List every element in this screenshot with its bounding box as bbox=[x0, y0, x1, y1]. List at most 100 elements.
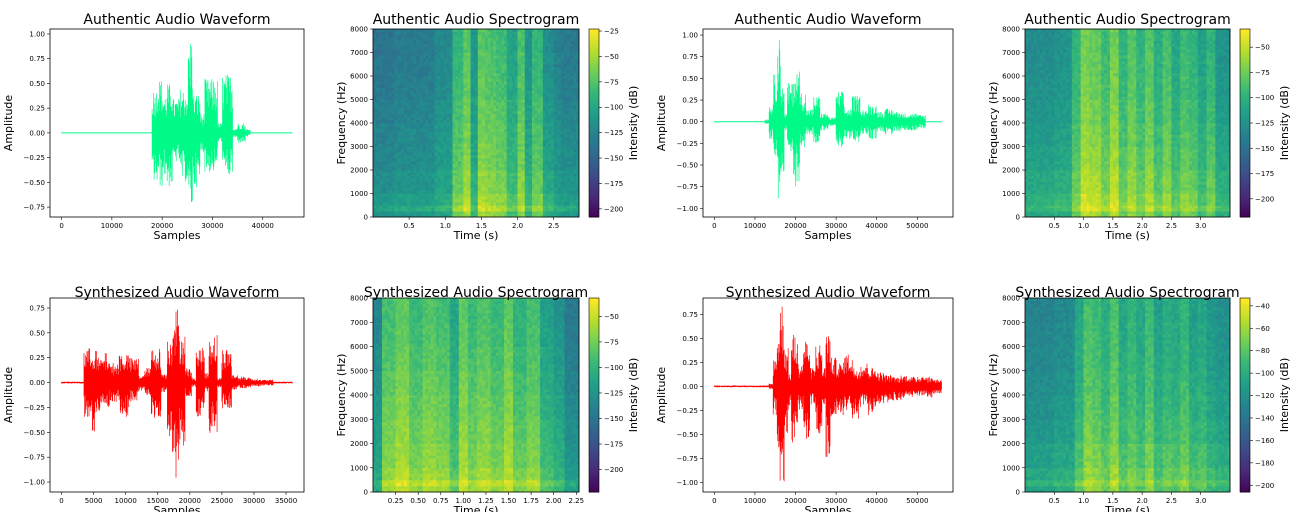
spectrogram-cell bbox=[517, 40, 522, 45]
spectrogram-cell bbox=[416, 196, 420, 200]
spectrogram-cell bbox=[373, 131, 377, 136]
spectrogram-cell bbox=[504, 172, 508, 177]
spectrogram-cell bbox=[1048, 149, 1052, 153]
spectrogram-cell bbox=[385, 146, 389, 150]
spectrogram-cell bbox=[575, 199, 580, 203]
spectrogram-cell bbox=[1051, 199, 1055, 203]
spectrogram-cell bbox=[481, 196, 486, 200]
spectrogram-cell bbox=[474, 29, 479, 33]
spectrogram-cell bbox=[446, 164, 450, 168]
spectrogram-cell bbox=[419, 99, 423, 103]
spectrogram-cell bbox=[514, 170, 518, 174]
spectrogram-cell bbox=[460, 161, 464, 165]
spectrogram-cell bbox=[566, 31, 571, 36]
spectrogram-cell bbox=[437, 131, 441, 136]
spectrogram-cell bbox=[560, 199, 565, 203]
spectrogram-cell bbox=[400, 149, 405, 153]
spectrogram-cell bbox=[1051, 143, 1055, 147]
spectrogram-cell bbox=[382, 161, 386, 165]
spectrogram-cell bbox=[477, 73, 482, 77]
spectrogram-cell bbox=[501, 52, 505, 56]
spectrogram-cell bbox=[391, 111, 396, 115]
spectrogram-cell bbox=[493, 149, 497, 153]
spectrogram-cell bbox=[485, 84, 489, 89]
spectrogram-cell bbox=[434, 158, 438, 162]
spectrogram-cell bbox=[457, 96, 462, 100]
spectrogram-cell bbox=[493, 34, 497, 39]
spectrogram-cell bbox=[452, 90, 456, 95]
spectrogram-cell bbox=[1048, 170, 1052, 174]
spectrogram-cell bbox=[388, 152, 392, 156]
spectrogram-cell bbox=[495, 31, 499, 36]
spectrogram-cell bbox=[416, 58, 420, 62]
spectrogram-cell bbox=[1036, 87, 1041, 92]
spectrogram-cell bbox=[572, 43, 577, 48]
spectrogram-cell bbox=[407, 196, 411, 200]
spectrogram-cell bbox=[537, 161, 541, 165]
spectrogram-cell bbox=[403, 211, 408, 215]
spectrogram-cell bbox=[569, 64, 574, 68]
spectrogram-cell bbox=[575, 40, 580, 45]
spectrogram-cell bbox=[542, 202, 546, 206]
spectrogram-cell bbox=[373, 146, 377, 150]
spectrogram-cell bbox=[385, 46, 389, 50]
spectrogram-cell bbox=[400, 208, 405, 212]
spectrogram-cell bbox=[422, 181, 426, 186]
spectrogram-cell bbox=[517, 123, 522, 127]
spectrogram-cell bbox=[470, 131, 475, 136]
spectrogram-cell bbox=[449, 84, 453, 89]
spectrogram-cell bbox=[443, 175, 447, 180]
spectrogram-cell bbox=[534, 178, 538, 183]
spectrogram-cell bbox=[457, 102, 462, 106]
spectrogram-cell bbox=[470, 199, 475, 203]
spectrogram-cell bbox=[521, 70, 526, 74]
spectrogram-cell bbox=[446, 123, 450, 127]
spectrogram-cell bbox=[474, 193, 479, 197]
spectrogram-cell bbox=[1027, 128, 1032, 133]
spectrogram-cell bbox=[457, 146, 462, 150]
spectrogram-cell bbox=[512, 134, 516, 139]
spectrogram-cell bbox=[495, 61, 499, 65]
spectrogram-cell bbox=[557, 128, 562, 133]
spectrogram-cell bbox=[1051, 167, 1055, 171]
spectrogram-cell bbox=[428, 64, 432, 68]
spectrogram-cell bbox=[501, 149, 505, 153]
spectrogram-cell bbox=[403, 43, 408, 48]
spectrogram-cell bbox=[495, 87, 499, 92]
spectrogram-cell bbox=[416, 37, 420, 42]
spectrogram-cell bbox=[509, 181, 513, 186]
spectrogram-cell bbox=[407, 108, 411, 112]
spectrogram-cell bbox=[545, 37, 549, 42]
spectrogram-cell bbox=[434, 52, 438, 56]
spectrogram-cell bbox=[501, 178, 505, 183]
spectrogram-cell bbox=[542, 146, 546, 150]
spectrogram-cell bbox=[382, 164, 386, 168]
spectrogram-cell bbox=[403, 70, 408, 74]
spectrogram-cell bbox=[410, 123, 414, 127]
spectrogram-cell bbox=[373, 140, 377, 144]
spectrogram-cell bbox=[1048, 190, 1052, 194]
spectrogram-cell bbox=[1025, 193, 1029, 197]
spectrogram-cell bbox=[431, 164, 435, 168]
spectrogram-cell bbox=[431, 99, 435, 103]
spectrogram-cell bbox=[498, 84, 502, 89]
spectrogram-cell bbox=[428, 149, 432, 153]
spectrogram-cell bbox=[455, 178, 459, 183]
spectrogram-cell bbox=[493, 175, 497, 180]
spectrogram-cell bbox=[524, 108, 529, 112]
spectrogram-cell bbox=[532, 190, 536, 194]
spectrogram-cell bbox=[563, 84, 568, 89]
spectrogram-cell bbox=[569, 184, 574, 189]
spectrogram-cell bbox=[376, 190, 380, 194]
spectrogram-cell bbox=[563, 34, 568, 39]
spectrogram-cell bbox=[575, 172, 580, 177]
spectrogram-cell bbox=[487, 78, 491, 83]
spectrogram-cell bbox=[449, 128, 453, 133]
spectrogram-cell bbox=[413, 202, 417, 206]
spectrogram-cell bbox=[466, 211, 471, 215]
spectrogram-cell bbox=[425, 196, 429, 200]
spectrogram-cell bbox=[553, 111, 558, 115]
spectrogram-cell bbox=[1048, 181, 1052, 186]
spectrogram-cell bbox=[545, 187, 549, 191]
spectrogram-cell bbox=[537, 114, 541, 118]
